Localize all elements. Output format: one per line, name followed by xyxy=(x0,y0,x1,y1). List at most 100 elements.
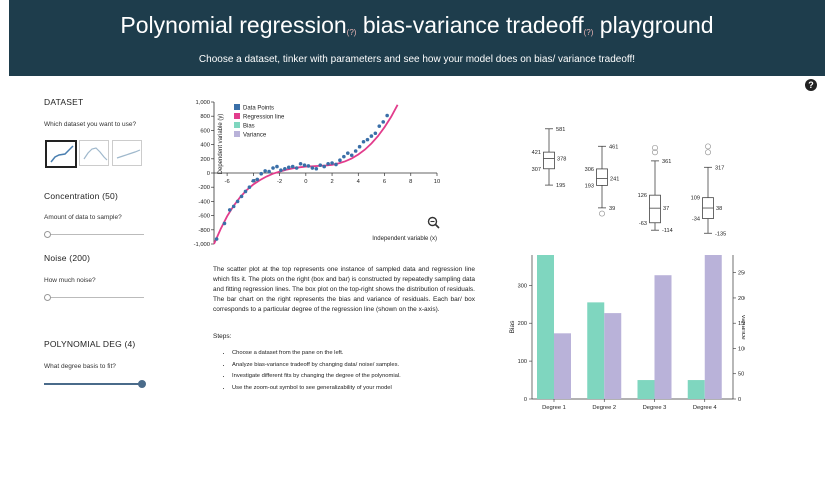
box-outlier xyxy=(652,144,658,151)
variance-bar xyxy=(704,255,722,399)
dataset-option-linear[interactable] xyxy=(112,140,142,166)
dataset-option-cubic[interactable] xyxy=(45,140,77,168)
data-point xyxy=(247,185,252,189)
dataset-option-curve[interactable] xyxy=(79,140,109,166)
box xyxy=(596,168,608,186)
concentration-slider-handle[interactable] xyxy=(44,231,51,238)
title-info-marker-2[interactable]: (?) xyxy=(583,28,594,37)
legend-swatch xyxy=(234,104,240,110)
data-point xyxy=(283,166,287,171)
data-point xyxy=(279,168,283,172)
y-tick-label: 1,000 xyxy=(195,100,210,106)
variance-tick-label: 200 xyxy=(738,296,745,302)
data-point xyxy=(267,169,271,174)
y-tick-label: 800 xyxy=(200,114,210,120)
y-tick-label: 600 xyxy=(200,128,210,134)
dataset-cubic-thumbnail-icon xyxy=(50,145,74,163)
data-point xyxy=(330,161,334,165)
variance-tick-label: 100 xyxy=(738,346,745,352)
data-point xyxy=(222,221,227,226)
x-tick-label: 0 xyxy=(304,179,307,185)
title-part-playground: playground xyxy=(593,12,714,38)
x-tick-label: 8 xyxy=(409,179,412,185)
data-point xyxy=(377,124,382,128)
data-point xyxy=(334,162,338,167)
legend-label: Bias xyxy=(243,124,255,130)
data-point xyxy=(342,154,346,159)
data-point xyxy=(298,161,303,166)
degree-question: What degree basis to fit? xyxy=(44,363,116,370)
degree-slider[interactable] xyxy=(44,378,146,390)
box-q1-label: -34 xyxy=(692,217,700,223)
box-q1-label: 193 xyxy=(585,183,594,189)
box-median-label: 37 xyxy=(663,206,669,212)
help-icon[interactable]: ? xyxy=(805,79,817,91)
noise-slider[interactable] xyxy=(44,292,144,304)
bias-tick-label: 100 xyxy=(518,359,527,365)
bar-category-label: Degree 3 xyxy=(643,405,667,411)
noise-slider-handle[interactable] xyxy=(44,294,51,301)
bias-bar xyxy=(687,380,705,399)
app-header: Polynomial regression(?) bias-variance t… xyxy=(9,0,825,76)
scatter-chart: 1,000 800 600 400 200 0 -200 -400 -600 -800 -1,000… xyxy=(194,100,441,248)
data-point xyxy=(251,179,256,183)
legend-swatch xyxy=(234,122,240,128)
degree-slider-handle[interactable] xyxy=(138,380,146,388)
legend-label: Data Points xyxy=(243,106,274,112)
legend-label: Regression line xyxy=(243,115,285,121)
noise-label: Noise (200) xyxy=(44,253,91,263)
box-q3-label: 109 xyxy=(691,196,700,202)
box-outlier xyxy=(705,143,711,150)
box-q1-label: -63 xyxy=(639,221,647,227)
description-text: The scatter plot at the top represents o… xyxy=(213,266,475,313)
y-tick-label: -600 xyxy=(198,214,210,220)
bias-bar xyxy=(537,255,554,399)
x-tick-label: -2 xyxy=(277,179,282,185)
steps-title: Steps: xyxy=(213,333,232,340)
box-whisker-high-label: 361 xyxy=(662,159,671,165)
bias-tick-label: 0 xyxy=(524,397,527,403)
data-point xyxy=(385,113,389,118)
data-point xyxy=(231,204,236,209)
box-whisker-low-label: 195 xyxy=(556,183,565,189)
data-point xyxy=(227,208,232,212)
y-tick-label: -1,000 xyxy=(194,242,210,248)
dataset-curve-thumbnail-icon xyxy=(83,147,108,161)
step-item: Analyze bias-variance tradeoff by changi… xyxy=(232,360,492,372)
x-tick-label: 6 xyxy=(383,179,386,185)
noise-track xyxy=(44,297,144,298)
data-point xyxy=(290,164,295,169)
legend-swatch xyxy=(234,113,240,119)
y-tick-label: 200 xyxy=(200,157,210,163)
data-point xyxy=(294,166,299,170)
box-whisker-low-label: -114 xyxy=(662,228,673,234)
box-q1-label: 307 xyxy=(532,167,541,173)
bias-bar xyxy=(637,380,655,399)
concentration-track xyxy=(44,234,144,235)
data-point xyxy=(255,177,260,182)
data-point xyxy=(314,166,319,171)
variance-tick-label: 0 xyxy=(738,397,741,403)
x-tick-label: 4 xyxy=(357,179,361,185)
data-point xyxy=(310,166,315,170)
data-point xyxy=(263,169,267,173)
bar-category-label: Degree 1 xyxy=(542,405,566,411)
y-tick-label: -200 xyxy=(198,185,210,191)
dataset-linear-thumbnail-icon xyxy=(116,149,141,159)
concentration-slider[interactable] xyxy=(44,229,144,241)
data-point xyxy=(318,163,323,167)
concentration-label: Concentration (50) xyxy=(44,191,118,201)
variance-bar xyxy=(654,275,672,399)
data-point xyxy=(271,166,275,170)
zoom-out-icon[interactable] xyxy=(427,216,440,234)
steps-list: Choose a dataset from the pane on the le… xyxy=(220,348,492,394)
x-axis-label: Independent variable (x) xyxy=(372,236,437,242)
data-point xyxy=(235,199,240,204)
title-part-regression: Polynomial regression xyxy=(120,12,347,38)
box-whisker-low-label: -135 xyxy=(715,231,726,237)
data-point xyxy=(365,137,370,142)
variance-axis-label: Variance xyxy=(740,314,745,340)
step-item: Choose a dataset from the pane on the le… xyxy=(232,348,492,360)
box-outlier xyxy=(652,149,658,156)
title-info-marker-1[interactable]: (?) xyxy=(346,28,357,37)
